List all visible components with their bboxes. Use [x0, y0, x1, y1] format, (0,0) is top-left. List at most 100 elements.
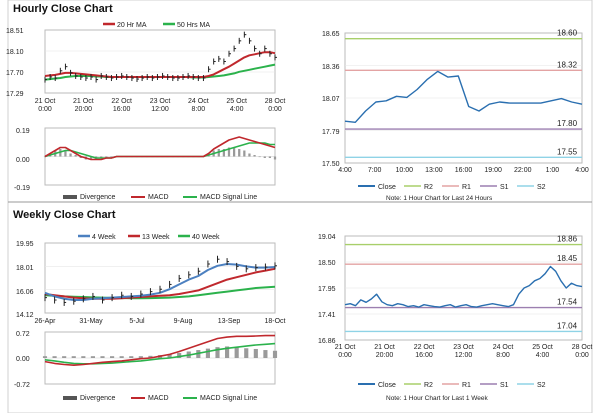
legend-label-40week: 40 Week — [192, 234, 220, 241]
hourly-xtick-3: 23 Oct 12:00 — [150, 98, 171, 113]
weekly-ytick-0: 19.95 — [16, 241, 34, 248]
weekly-price-chart: 4 Week 13 Week 40 Week 19.95 18.01 16.06… — [16, 234, 286, 325]
weekly-macd-divergence-bar-11 — [148, 355, 153, 358]
hourly-xtick-5-time: 4:00 — [230, 106, 244, 113]
legend-label-r2-weekly: R2 — [424, 382, 433, 389]
weekly-macd-divergence-bar-18 — [215, 347, 220, 358]
legend-label-4week: 4 Week — [92, 234, 116, 241]
weekly-hourly-xtick-1-date: 21 Oct — [374, 344, 395, 351]
intraday-xtick-4: 16:00 — [455, 167, 473, 174]
hourly-xtick-1-time: 20:00 — [75, 106, 93, 113]
weekly-macd-divergence-bar-23 — [263, 350, 268, 358]
weekly-macd-divergence-bar-7 — [110, 356, 115, 358]
weekly-macd-divergence-bar-14 — [177, 352, 182, 358]
legend-label-s1: S1 — [500, 184, 509, 191]
hourly-macd-divergence-bar-38 — [238, 149, 241, 157]
intraday-ytick-4: 17.50 — [322, 161, 340, 168]
weekly-macd-divergence-bar-10 — [138, 356, 143, 358]
weekly-macd-divergence-bar-17 — [205, 348, 210, 358]
hourly-macd-ytick-0: 0.19 — [16, 128, 30, 135]
legend-label-50hr: 50 Hrs MA — [177, 22, 210, 29]
weekly-macd-divergence-bar-4 — [81, 356, 86, 358]
intraday-level-label-s2: 17.55 — [557, 147, 578, 156]
weekly-hourly-xtick-4-date: 24 Oct — [493, 344, 514, 351]
hourly-macd-legend: Divergence MACD MACD Signal Line — [63, 194, 257, 201]
weekly-macd-divergence-bar-3 — [71, 356, 76, 358]
hourly-xtick-4: 24 Oct 8:00 — [188, 98, 209, 113]
weekly-macd-divergence-bar-5 — [90, 356, 95, 358]
intraday-close-line — [344, 70, 583, 124]
legend-label-s2: S2 — [537, 184, 546, 191]
ma20-line — [44, 51, 276, 78]
weekly-xtick-0: 26-Apr — [34, 318, 56, 325]
weekly-xtick-1: 31-May — [79, 318, 103, 325]
weekly-hourly-xtick-4-time: 8:00 — [496, 352, 510, 359]
hourly-xtick-6-date: 28 Oct — [265, 98, 286, 105]
weekly-macd-divergence-bar-13 — [167, 354, 172, 358]
weekly-macd-divergence-bar-0 — [42, 356, 48, 358]
intraday-chart: 18.65 18.36 18.07 17.79 17.50 4:00 7:00 10… — [322, 29, 589, 202]
weekly-hourly-xtick-6: 28 Oct 0:00 — [572, 344, 593, 359]
legend-label-close: Close — [378, 184, 396, 191]
weekly-macd-divergence-bar-6 — [100, 356, 105, 358]
hourly-macd-chart: 0.19 0.00 -0.19 Divergence MACD MACD Sig… — [14, 127, 277, 201]
weekly-hourly-xtick-3-date: 23 Oct — [453, 344, 474, 351]
hourly-xtick-4-date: 24 Oct — [188, 98, 209, 105]
legend-swatch-divergence — [63, 195, 77, 199]
intraday-ytick-3: 17.79 — [322, 129, 340, 136]
hourly-macd-divergence-bar-13 — [110, 156, 113, 158]
hourly-xtick-5-date: 25 Oct — [226, 98, 247, 105]
weekly-hourly-xtick-0: 21 Oct 0:00 — [335, 344, 356, 359]
intraday-ytick-2: 18.07 — [322, 96, 340, 103]
legend-label-macd: MACD — [148, 194, 169, 201]
weekly-hourly-chart: 19.04 18.50 17.95 17.41 16.86 21 Oct 0:00… — [318, 234, 592, 402]
weekly-xtick-2: 5-Jul — [129, 318, 145, 325]
weekly-hourly-ytick-3: 17.41 — [318, 312, 336, 319]
weekly-macd-ytick-0: 0.72 — [16, 331, 30, 338]
hourly-xtick-2: 22 Oct 16:00 — [111, 98, 132, 113]
weekly-ytick-3: 14.12 — [16, 312, 34, 319]
hourly-macd-divergence-bar-36 — [227, 147, 231, 157]
hourly-macd-divergence-bar-44 — [268, 156, 272, 158]
hourly-price-chart: 20 Hr MA 50 Hrs MA 18.51 18.10 17.70 17.… — [6, 22, 285, 113]
weekly-hourly-xtick-2-date: 22 Oct — [414, 344, 435, 351]
hourly-macd-divergence-bar-39 — [243, 150, 246, 157]
hourly-ytick-2: 17.70 — [6, 70, 24, 77]
hourly-ytick-0: 18.51 — [6, 28, 24, 35]
weekly-macd-divergence-bar-1 — [52, 356, 57, 358]
hourly-macd-divergence-bar-9 — [89, 156, 93, 160]
weekly-macd-chart: 0.72 0.00 -0.72 Divergence MACD MACD Sig… — [14, 331, 278, 402]
weekly-hourly-xtick-0-date: 21 Oct — [335, 344, 356, 351]
weekly-xtick-5: 18-Oct — [264, 318, 285, 325]
weekly-hourly-close-line — [344, 265, 583, 308]
weekly-hourly-note: Note: 1 Hour Chart for Last 1 Week — [386, 395, 489, 402]
legend-label-s1-weekly: S1 — [500, 382, 509, 389]
intraday-level-label-r2: 18.60 — [557, 29, 578, 38]
hourly-xtick-0: 21 Oct 0:00 — [35, 98, 56, 113]
legend-label-s2-weekly: S2 — [537, 382, 546, 389]
weekly-macd-divergence-bar-21 — [244, 348, 249, 358]
weekly-macd-ytick-1: 0.00 — [16, 356, 30, 363]
hourly-macd-divergence-bar-35 — [222, 149, 226, 157]
hourly-ytick-3: 17.29 — [6, 91, 24, 98]
hourly-xtick-3-time: 12:00 — [151, 106, 169, 113]
weekly-hourly-xtick-3-time: 12:00 — [455, 352, 473, 359]
legend-label-signal-weekly: MACD Signal Line — [200, 395, 257, 402]
intraday-xtick-7: 1:00 — [546, 167, 560, 174]
weekly-section-title: Weekly Close Chart — [13, 209, 116, 221]
weekly-hourly-xtick-6-time: 0:00 — [575, 352, 589, 359]
weekly-macd-divergence-bar-22 — [253, 348, 258, 358]
hourly-legend: 20 Hr MA 50 Hrs MA — [103, 22, 210, 29]
hourly-xtick-2-date: 22 Oct — [111, 98, 132, 105]
legend-label-signal: MACD Signal Line — [200, 194, 257, 201]
intraday-xtick-2: 10:00 — [395, 167, 413, 174]
intraday-legend: Close R2 R1 S1 S2 — [358, 184, 546, 191]
weekly-hourly-ytick-0: 19.04 — [318, 234, 336, 241]
hourly-macd-divergence-bar-6 — [74, 155, 77, 157]
weekly-macd-divergence-bar-20 — [234, 347, 239, 358]
weekly-hourly-xtick-1-time: 20:00 — [376, 352, 394, 359]
hourly-macd-divergence-bar-4 — [64, 150, 67, 157]
weekly-macd-divergence-bar-2 — [62, 356, 67, 358]
hourly-xtick-0-date: 21 Oct — [35, 98, 56, 105]
